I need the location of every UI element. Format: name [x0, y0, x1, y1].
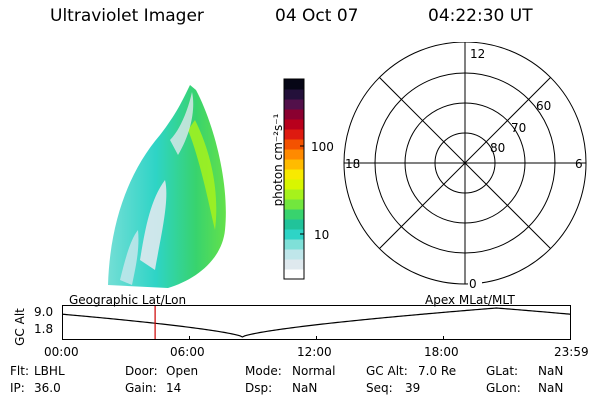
colorbar-swatch	[284, 219, 304, 230]
lat-label-80: 80	[490, 141, 505, 155]
auroral-image	[108, 85, 226, 288]
colorbar-swatch	[284, 139, 304, 150]
colorbar-swatch	[284, 209, 304, 220]
door-value: Open	[166, 364, 199, 378]
mode-label: Mode:	[245, 364, 282, 378]
glon-value: NaN	[538, 381, 564, 395]
colorbar-unit-label: photon cm⁻²s⁻¹	[271, 113, 285, 207]
altitude-ytick-bottom: 1.8	[34, 322, 54, 336]
glat-value: NaN	[538, 364, 564, 378]
door-label: Door:	[125, 364, 158, 378]
dsp-label: Dsp:	[245, 381, 273, 395]
colorbar-swatch	[284, 99, 304, 110]
seq-value: 39	[405, 381, 421, 395]
altitude-plot	[62, 305, 571, 340]
colorbar-swatch	[284, 89, 304, 100]
lat-label-60: 60	[536, 99, 551, 113]
polar-plot: 12 0 18 6 60 70 80	[343, 42, 587, 291]
xtick-1800: 18:00	[424, 345, 459, 359]
colorbar-swatch	[284, 109, 304, 120]
hour-label-12: 12	[470, 47, 485, 61]
hour-label-6: 6	[575, 157, 583, 171]
colorbar-swatch	[284, 179, 304, 190]
hour-label-18: 18	[345, 157, 360, 171]
colorbar-swatch	[284, 229, 304, 240]
geographic-caption: Geographic Lat/Lon	[69, 293, 187, 307]
colorbar-swatch	[284, 79, 304, 90]
dsp-value: NaN	[292, 381, 318, 395]
gain-label: Gain:	[125, 381, 157, 395]
colorbar-swatch	[284, 259, 304, 270]
colorbar-swatch	[284, 269, 304, 280]
colorbar-swatch	[284, 159, 304, 170]
colorbar-swatch	[284, 189, 304, 200]
hour-label-0: 0	[469, 277, 477, 291]
colorbar-swatch	[284, 199, 304, 210]
xtick-0600: 06:00	[170, 345, 205, 359]
ip-value: 36.0	[34, 381, 61, 395]
xtick-0000: 00:00	[44, 345, 79, 359]
ip-label: IP:	[10, 381, 25, 395]
time-label: 04:22:30 UT	[428, 6, 533, 26]
glon-label: GLon:	[486, 381, 521, 395]
altitude-ylabel: GC Alt	[13, 308, 27, 346]
colorbar-frame	[283, 78, 305, 280]
gcalt-value: 7.0 Re	[418, 364, 457, 378]
xtick-1200: 12:00	[297, 345, 332, 359]
mode-value: Normal	[292, 364, 336, 378]
apex-caption: Apex MLat/MLT	[425, 293, 515, 307]
altitude-curve	[62, 307, 571, 338]
xtick-2359: 23:59	[554, 345, 589, 359]
colorbar-swatch	[284, 249, 304, 260]
altitude-ytick-top: 9.0	[34, 305, 54, 319]
glat-label: GLat:	[486, 364, 519, 378]
colorbar-swatch	[284, 119, 304, 130]
colorbar-tick-10: 10	[314, 228, 330, 242]
seq-label: Seq:	[366, 381, 393, 395]
filter-value: LBHL	[34, 364, 65, 378]
colorbar-tick-100: 100	[311, 140, 334, 154]
colorbar-swatch	[284, 149, 304, 160]
colorbar	[283, 78, 305, 280]
altitude-plot-frame	[62, 305, 571, 340]
colorbar-swatch	[284, 129, 304, 140]
filter-label: Flt:	[10, 364, 29, 378]
date-label: 04 Oct 07	[275, 6, 359, 26]
gain-value: 14	[166, 381, 182, 395]
app-title: Ultraviolet Imager	[50, 6, 204, 26]
gcalt-label: GC Alt:	[366, 364, 408, 378]
lat-label-70: 70	[511, 121, 526, 135]
colorbar-swatch	[284, 169, 304, 180]
colorbar-swatch	[284, 239, 304, 250]
polar-diagonal-2	[379, 77, 551, 249]
